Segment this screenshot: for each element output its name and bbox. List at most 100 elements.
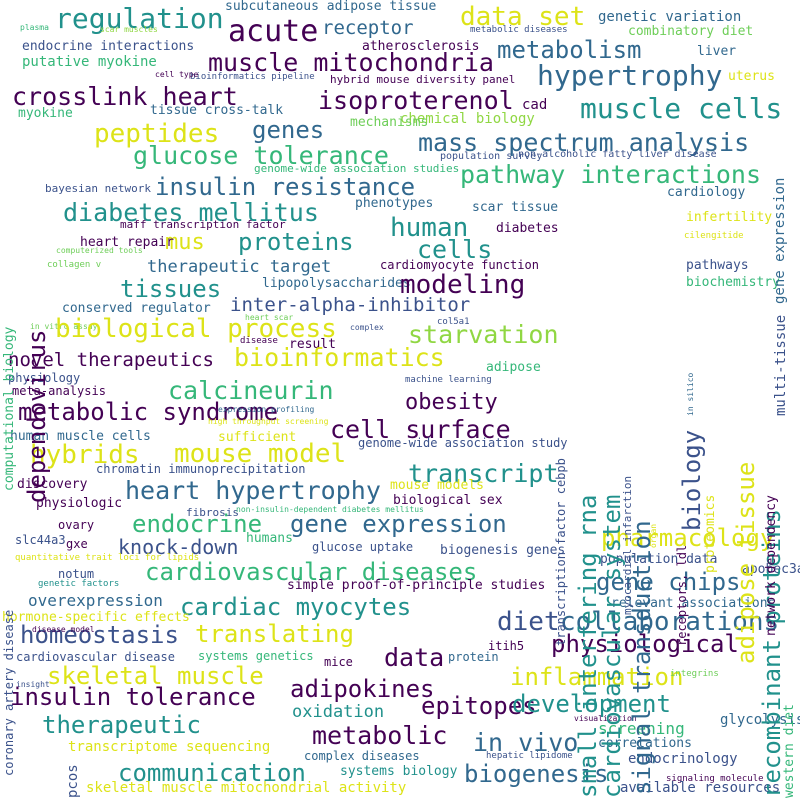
cloud-word: correlations (598, 736, 692, 751)
cloud-word: adipose tissue (732, 461, 760, 664)
cloud-word: regulation (55, 2, 224, 35)
cloud-word: high throughput screening (208, 417, 329, 426)
cloud-word: bioinformatics pipeline (190, 72, 315, 82)
cloud-word: epitopes (421, 692, 537, 720)
cloud-word: humans (246, 531, 293, 546)
cloud-word: genome-wide association study (358, 436, 568, 450)
cloud-word: inflammation (510, 663, 684, 691)
cloud-word: expression profiling (218, 405, 315, 414)
cloud-word: pathways (686, 258, 749, 273)
cloud-word: cardiomyocyte function (380, 258, 539, 272)
cloud-word: discovery (17, 477, 88, 492)
cloud-word: diabetes (496, 221, 559, 236)
cloud-word: pathway interactions (460, 160, 762, 189)
cloud-word: cardiology (667, 185, 746, 200)
cloud-word: systems genetics (198, 649, 314, 663)
cloud-word: conserved regulator (62, 301, 211, 316)
cloud-word: machine learning (405, 375, 492, 385)
cloud-word: protein (448, 650, 499, 664)
cloud-word: adipose (486, 360, 541, 375)
cloud-word: chemical biology (400, 111, 535, 127)
cloud-word: physiologic (36, 496, 123, 511)
cloud-word: human muscle cells (10, 429, 151, 444)
cloud-word: simple proof-of-principle studies (287, 578, 546, 593)
cloud-word: oxidation (292, 702, 385, 722)
cloud-word: hybrid mouse diversity panel (330, 73, 516, 86)
cloud-word: signaling molecule (666, 774, 764, 784)
cloud-word: biology (678, 429, 706, 531)
cloud-word: visualization (574, 714, 637, 723)
cloud-word: disease model (32, 625, 95, 634)
cloud-word: insight (16, 680, 50, 689)
cloud-word: combinatory diet (628, 24, 754, 39)
cloud-word: endocrine (132, 510, 263, 538)
cloud-word: modeling (400, 270, 526, 300)
cloud-word: scar tissue (472, 200, 559, 215)
cloud-word: relevant associations (611, 596, 776, 611)
cloud-word: skeletal muscle (47, 662, 264, 690)
cloud-word: acute (228, 14, 319, 49)
cloud-word: in vivo (473, 728, 579, 757)
cloud-word: western diet (782, 704, 797, 798)
cloud-word: genetic variation (598, 9, 742, 25)
cloud-word: metabolic diseases (470, 25, 568, 35)
cloud-word: cardiac myocytes (180, 593, 412, 621)
cloud-word: genome-wide association studies (254, 162, 460, 175)
cloud-word: crosslink heart (12, 82, 238, 111)
cloud-word: mechanisms (350, 115, 429, 130)
cloud-word: cardiovascular diseases (145, 558, 478, 586)
cloud-word: receptors, ldl (675, 544, 689, 646)
cloud-word: hepatic lipidome (486, 751, 573, 761)
cloud-word: slc44a3 (15, 533, 66, 547)
cloud-word: biological sex (393, 493, 503, 508)
cloud-word: homeostasis (20, 621, 179, 649)
cloud-word: overexpression (28, 591, 163, 610)
cloud-word: result (289, 337, 336, 352)
cloud-word: bioinformatics (234, 343, 445, 372)
cloud-word: hypertrophy (537, 59, 723, 92)
cloud-word: heart scar (245, 313, 294, 322)
cloud-word: biochemistry (686, 275, 780, 290)
cloud-word: transcriptome sequencing (68, 739, 271, 755)
cloud-word: uterus (728, 69, 775, 84)
cloud-word: plasma (20, 23, 49, 32)
cloud-word: novel therapeutics (8, 349, 214, 371)
cloud-word: tissue cross-talk (150, 103, 284, 118)
cloud-word: data (384, 643, 445, 672)
cloud-word: pharmacology (601, 524, 775, 552)
cloud-word: development (512, 690, 671, 718)
cloud-word: phenotypes (355, 196, 434, 211)
cloud-word: mass spectrum analysis (418, 128, 750, 157)
cloud-word: cilengitide (684, 231, 744, 241)
cloud-word: metabolic syndrome (18, 398, 279, 426)
cloud-word: bayesian network (45, 182, 151, 195)
cloud-word: cells (417, 235, 493, 264)
cloud-word: diabetes mellitus (63, 198, 319, 227)
cloud-word: organ (649, 523, 658, 548)
cloud-word: muscle cells (580, 92, 783, 125)
cloud-word: glycolysis (720, 712, 800, 728)
cloud-word: sufficient (218, 430, 297, 445)
cloud-word: gene expression (290, 510, 507, 538)
cloud-word: insulin tolerance (10, 683, 256, 711)
cloud-word: mouse model (174, 439, 347, 469)
cloud-word: physiological (551, 630, 739, 658)
cloud-word: cardiovascular disease (16, 650, 175, 664)
cloud-word: human (390, 213, 469, 243)
cloud-word: endocrinology (628, 751, 738, 767)
cloud-word: pcos (65, 764, 81, 798)
cloud-word: network dependency (764, 495, 779, 636)
cloud-word: computerized tools (56, 246, 143, 255)
cloud-word: collagen v (47, 260, 102, 270)
cloud-word: data set (460, 2, 586, 32)
cloud-word: myokine (18, 106, 73, 121)
cloud-word: mus (165, 230, 205, 255)
cloud-word: infertility (686, 210, 773, 225)
cloud-word: hormone-specific effects (2, 610, 190, 625)
cloud-word: obesity (405, 390, 498, 415)
cloud-word: non-alcoholic fatty liver disease (518, 149, 717, 160)
cloud-word: lipopolysaccharides (262, 276, 411, 291)
cloud-word: therapeutic target (147, 257, 332, 277)
cloud-word: starvation (408, 320, 559, 349)
